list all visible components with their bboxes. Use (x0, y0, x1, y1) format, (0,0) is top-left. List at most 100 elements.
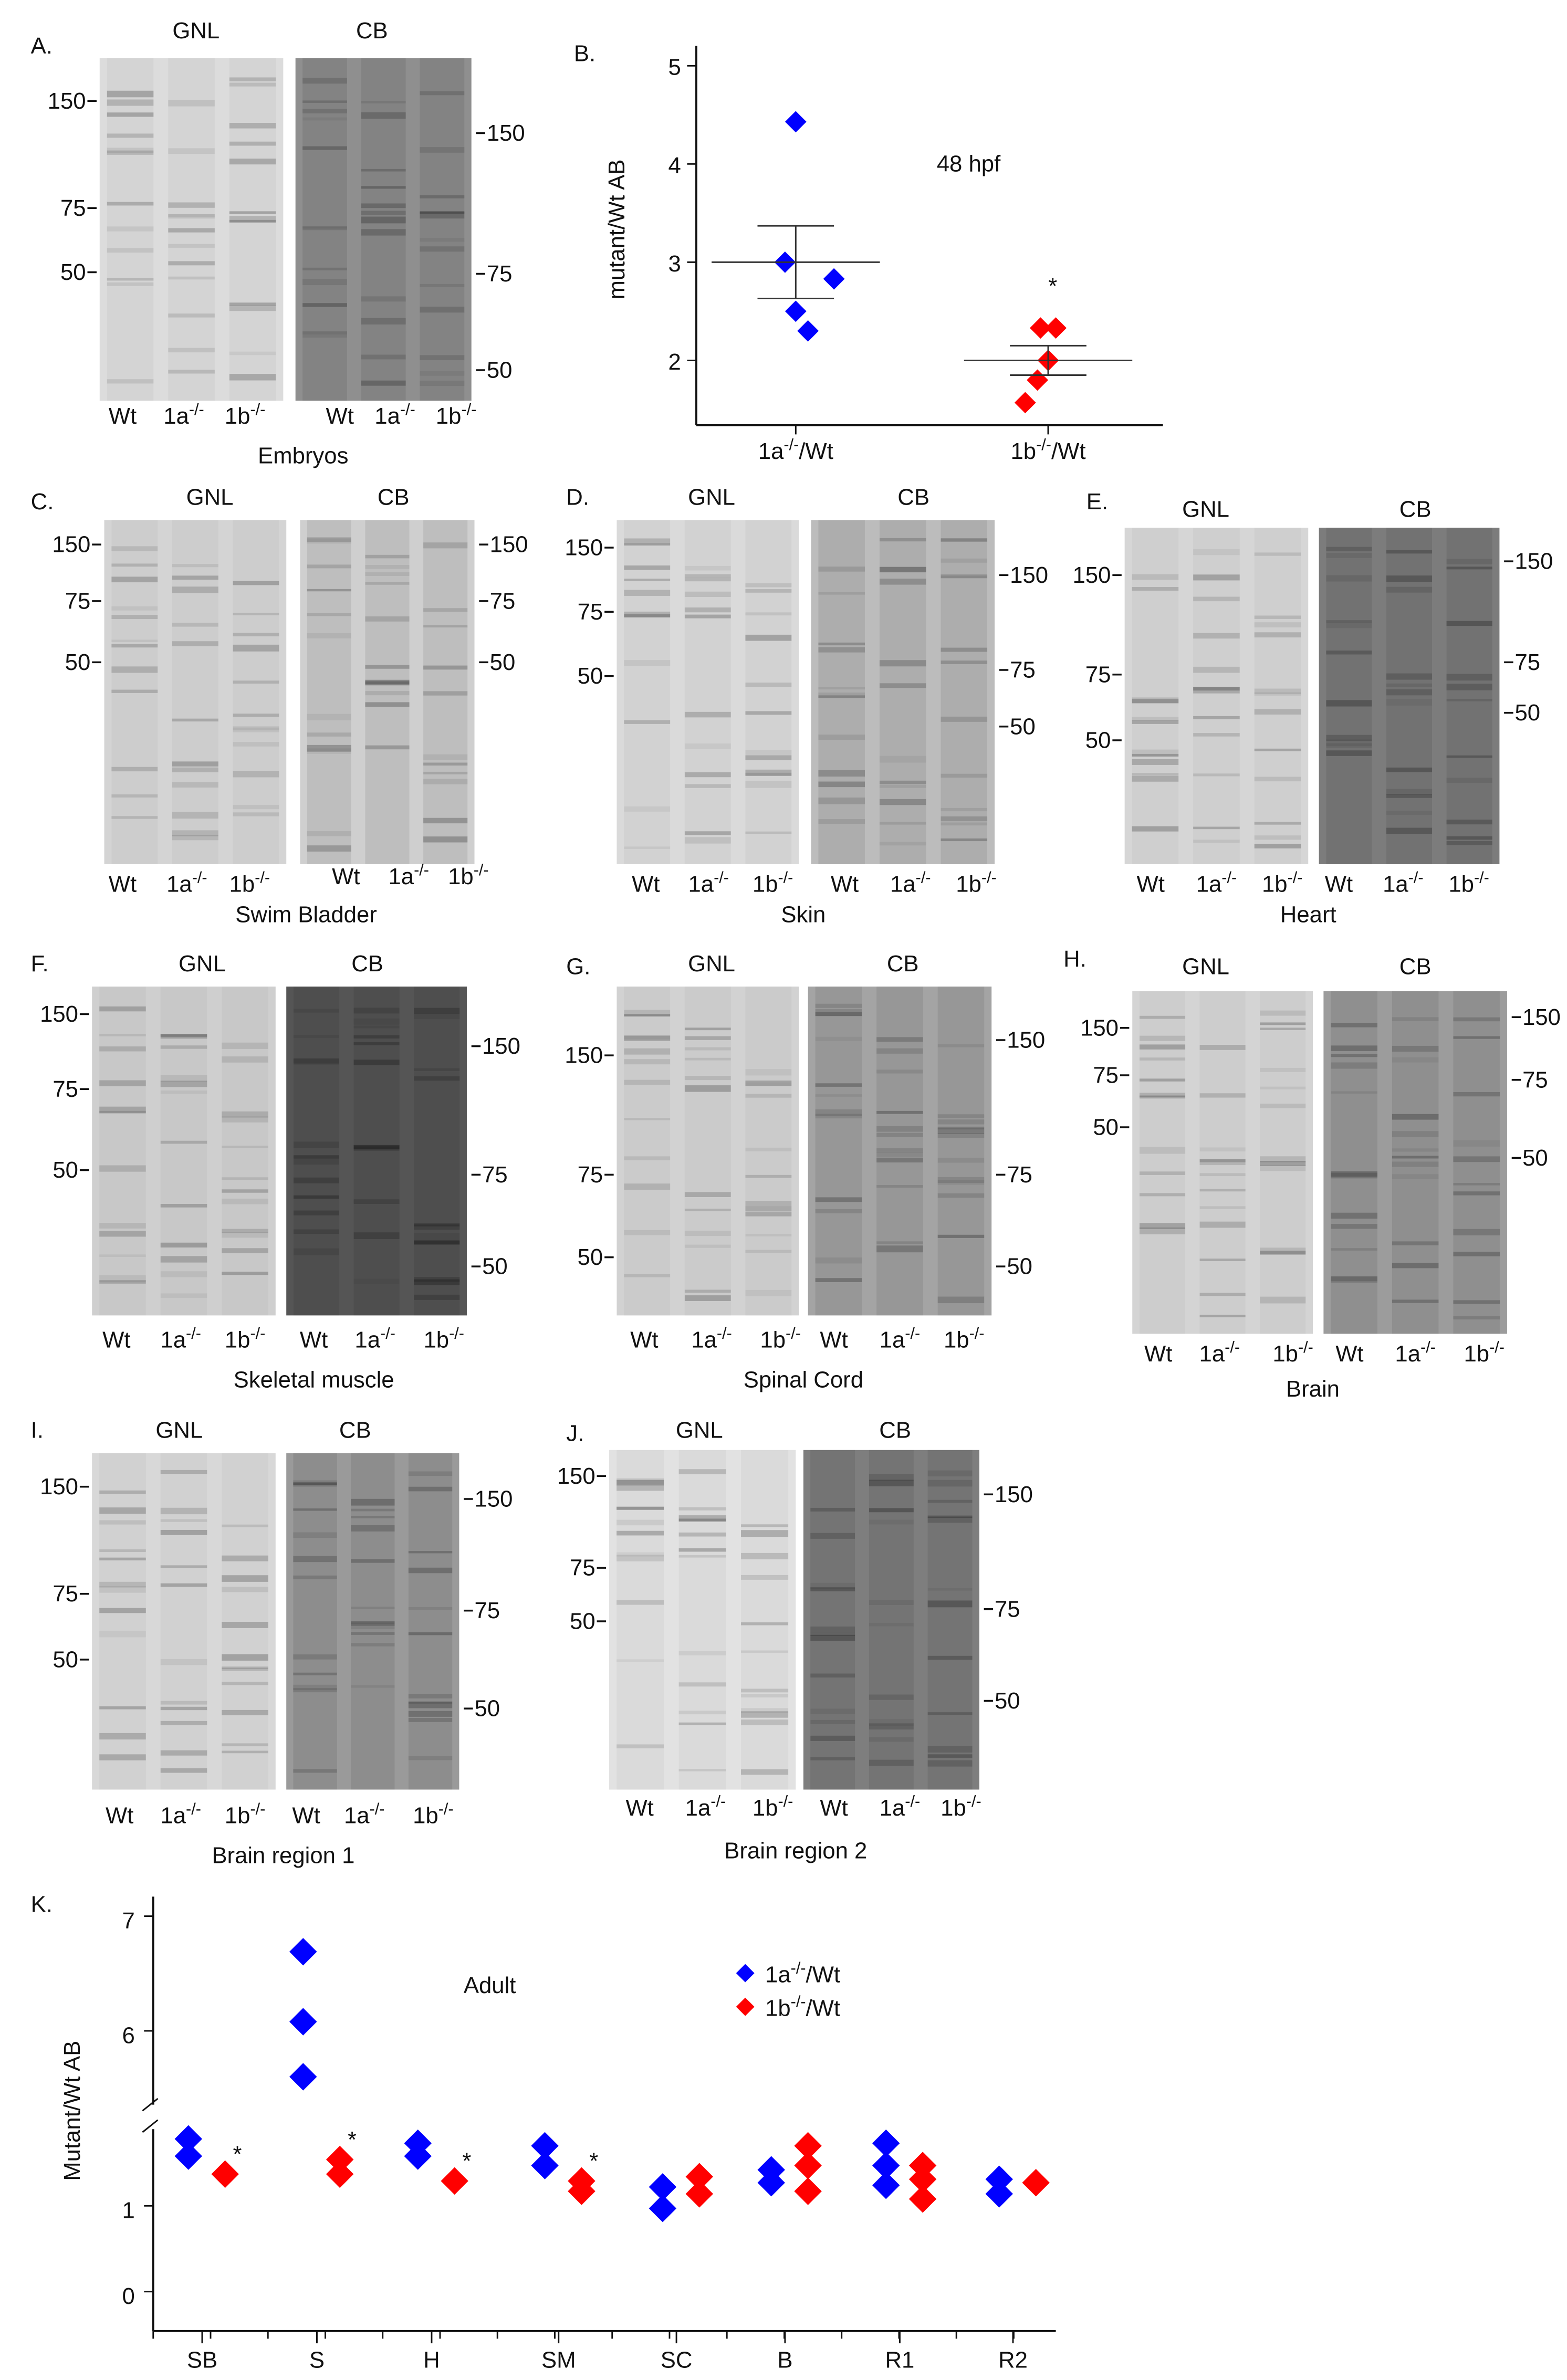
blot-band (684, 1230, 731, 1236)
blot-band (302, 117, 347, 121)
blot-band (107, 278, 154, 281)
marker-label: 150 (1010, 562, 1048, 588)
blot-band (293, 1141, 340, 1149)
blot-title: GNL (688, 951, 735, 977)
blot-band (307, 748, 351, 754)
x-tick-label: H (423, 2347, 440, 2373)
panel-label: C. (31, 489, 54, 515)
blot-band (927, 1760, 973, 1767)
blot-band (168, 202, 215, 208)
blot-band (222, 1654, 268, 1661)
blot-image (803, 1450, 979, 1790)
blot-band (307, 564, 351, 569)
blot-band (810, 1735, 855, 1741)
blot-band (107, 99, 154, 106)
blot-band (423, 665, 468, 670)
blot-band (1193, 687, 1240, 691)
blot-band (107, 133, 154, 138)
blot-band (684, 1076, 731, 1081)
blot-band (741, 1694, 789, 1698)
blot-band (1446, 566, 1492, 570)
blot-band (745, 831, 792, 834)
blot-band (624, 538, 671, 546)
blot-title: CB (378, 484, 410, 510)
blot-band (624, 846, 671, 849)
blot-band (1392, 1174, 1439, 1179)
lane-label: Wt (632, 871, 660, 897)
blot-band (172, 641, 218, 646)
blot-band (168, 214, 215, 217)
marker-label: 150 (490, 532, 528, 558)
legend-marker (736, 1997, 755, 2016)
blot-band (876, 1151, 923, 1157)
blot-band (1386, 575, 1433, 582)
blot-band (420, 246, 465, 252)
blot-band (818, 781, 865, 788)
blot-band (222, 1668, 268, 1671)
blot-band (1446, 674, 1492, 681)
blot-band (107, 248, 154, 253)
blot-lane (229, 58, 276, 401)
blot-band (1446, 841, 1492, 845)
blot-band (1453, 1183, 1500, 1186)
blot-band (172, 761, 218, 767)
blot-band (168, 261, 215, 266)
blot-lane (684, 987, 731, 1316)
blot-title: CB (1399, 497, 1432, 522)
blot-band (351, 1685, 395, 1688)
blot-band (810, 1708, 855, 1714)
marker-label: 150 (475, 1486, 513, 1512)
blot-title: GNL (688, 484, 735, 510)
blot-band (1260, 1251, 1306, 1255)
blot-band (869, 1759, 914, 1766)
blot-band (1254, 692, 1301, 696)
blot-band (423, 762, 468, 766)
blot-band (678, 1769, 726, 1771)
blot-band (172, 586, 218, 593)
blot-band (1331, 1062, 1377, 1069)
blot-band (927, 1600, 973, 1608)
blot-band (353, 1232, 400, 1240)
blot-band (876, 1048, 923, 1054)
blot-lane (1254, 528, 1301, 864)
blot-band (293, 1532, 337, 1538)
data-point (174, 2142, 202, 2170)
blot-lane (678, 1450, 726, 1790)
blot-band (941, 660, 988, 664)
lane-label: Wt (831, 871, 859, 897)
blot-band (810, 1632, 855, 1636)
x-tick-label: 1a-/-/Wt (758, 436, 833, 464)
blot-band (1199, 1045, 1246, 1050)
blot-band (876, 1110, 923, 1114)
blot-band (1392, 1241, 1439, 1245)
blot-band (1331, 1212, 1377, 1219)
blot-band (741, 1711, 789, 1718)
blot-band (99, 1034, 146, 1036)
marker-label: 75 (60, 195, 86, 221)
marker-label: 50 (53, 1647, 78, 1672)
blot-band (302, 109, 347, 113)
blot-band (684, 1047, 731, 1051)
blot-band (365, 665, 410, 669)
blot-band (937, 1126, 985, 1130)
blot-band (222, 1248, 268, 1253)
panel-caption: Skeletal muscle (234, 1367, 394, 1392)
marker-label: 150 (1073, 562, 1111, 588)
blot-band (818, 735, 865, 740)
x-tick-label: SM (541, 2347, 576, 2373)
blot-band (879, 756, 926, 763)
blot-band (624, 565, 671, 570)
blot-band (307, 845, 351, 852)
blot-band (365, 572, 410, 576)
data-point (797, 320, 819, 342)
blot-band (351, 1525, 395, 1532)
blot-band (233, 581, 279, 585)
blot-band (869, 1723, 914, 1730)
x-tick-label: SC (661, 2347, 693, 2373)
blot-band (624, 1156, 671, 1160)
blot-band (810, 1533, 855, 1539)
blot-band (1392, 1299, 1439, 1303)
blot-band (351, 1622, 395, 1629)
legend-label: 1b-/-/Wt (765, 1993, 840, 2021)
